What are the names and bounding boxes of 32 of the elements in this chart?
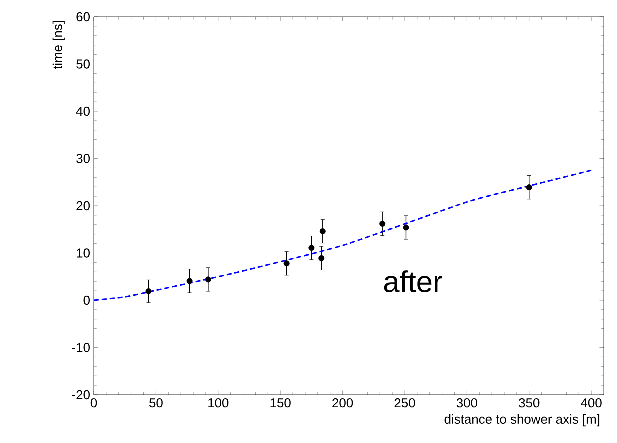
y-tick-label: 50	[76, 60, 90, 69]
y-tick-label: 0	[84, 296, 90, 306]
y-tick-label: -10	[72, 343, 90, 352]
annotation: after	[384, 270, 442, 293]
y-tick-label: 20	[76, 201, 90, 211]
x-tick-label: 300	[456, 398, 478, 408]
y-tick-label: -20	[72, 390, 90, 400]
x-tick-label: 350	[519, 398, 540, 408]
line-series	[93, 170, 592, 302]
point	[284, 260, 290, 267]
y-tick-label: 10	[77, 248, 90, 258]
x-tick-label: 400	[581, 398, 602, 408]
x-tick-label: 200	[332, 398, 354, 408]
point	[308, 245, 315, 252]
point	[205, 276, 212, 283]
y-axis-title: time [ns]	[52, 21, 65, 70]
point	[318, 255, 325, 262]
x-tick-label: 0	[90, 398, 98, 408]
x-tick-label: 100	[208, 398, 229, 408]
point	[403, 224, 410, 231]
x-axis-title: distance to shower axis [m]	[444, 414, 600, 427]
y-tick-label: 40	[76, 106, 90, 116]
x-tick-label: 50	[150, 398, 163, 408]
point	[146, 288, 152, 295]
x-tick-label: 150	[270, 398, 291, 408]
point	[186, 278, 193, 284]
point	[380, 220, 386, 227]
point	[526, 184, 532, 191]
y-tick-label: 60	[76, 12, 90, 22]
y-tick-label: 30	[76, 154, 90, 164]
point	[320, 228, 326, 235]
x-tick-label: 250	[394, 398, 416, 408]
